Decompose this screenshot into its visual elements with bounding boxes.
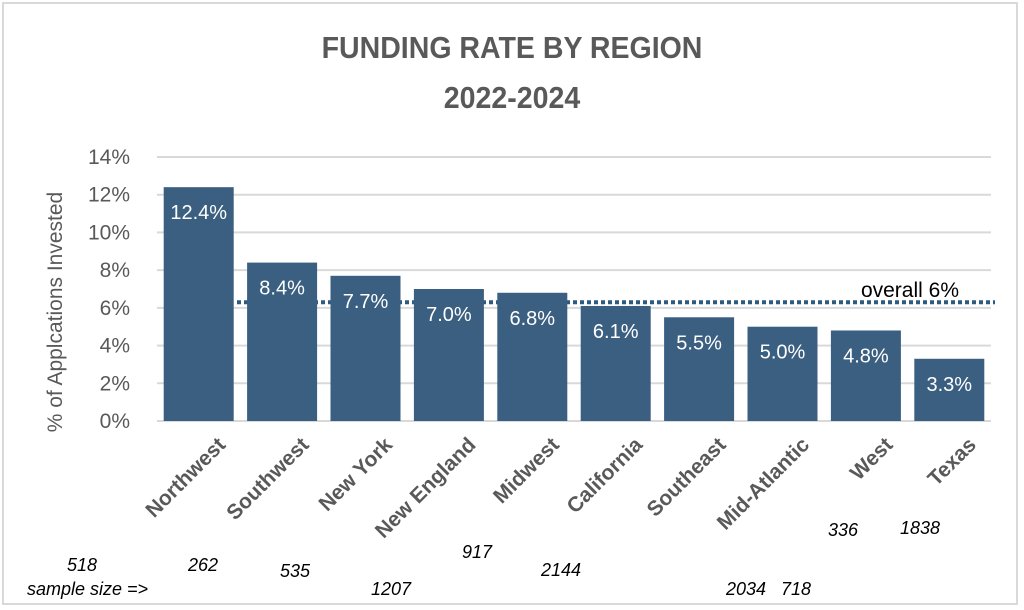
- bar-data-label: 7.0%: [426, 304, 472, 326]
- bars: [163, 187, 985, 421]
- y-tick-label: 8%: [100, 259, 130, 282]
- bar-data-label: 12.4%: [170, 202, 227, 224]
- y-tick-label: 6%: [100, 297, 130, 320]
- y-tick-label: 4%: [100, 335, 130, 358]
- bar-california: [580, 305, 651, 421]
- chart-title: FUNDING RATE BY REGION: [321, 30, 703, 65]
- sample-size: 1207: [371, 579, 412, 599]
- bar-data-label: 8.4%: [259, 278, 305, 300]
- y-tick-label: 10%: [88, 221, 130, 244]
- overall-reference-label: overall 6%: [861, 279, 959, 302]
- y-tick-label: 2%: [100, 372, 130, 395]
- sample-size: 535: [280, 561, 311, 581]
- bar-mid-atlantic: [747, 326, 818, 421]
- bar-data-label: 6.8%: [510, 308, 556, 330]
- y-tick-label: 0%: [100, 410, 130, 433]
- category-label: Northwest: [141, 433, 230, 522]
- sample-size: 917: [462, 542, 493, 562]
- sample-sizes: 518 262 535 1207 917 2144 2034 718 336 1838: [67, 518, 940, 599]
- bar-southwest: [247, 262, 318, 421]
- y-tick-labels: 0% 2% 4% 6% 8% 10% 12% 14%: [88, 146, 130, 433]
- y-axis-title: % of Applcations Invested: [44, 192, 67, 433]
- bar-data-label: 3.3%: [927, 374, 973, 396]
- category-label: West: [846, 433, 897, 484]
- bar-new-england: [413, 289, 484, 421]
- sample-size: 2144: [540, 560, 581, 580]
- sample-size: 336: [828, 520, 859, 540]
- y-tick-label: 12%: [88, 184, 130, 207]
- category-label: California: [562, 433, 647, 518]
- sample-size: 1838: [900, 518, 940, 538]
- chart-subtitle: 2022-2024: [443, 80, 581, 115]
- bar-new-york: [330, 275, 401, 421]
- bar-data-label: 6.1%: [593, 321, 639, 343]
- sample-size-label: sample size =>: [27, 579, 148, 599]
- sample-size: 262: [187, 555, 218, 575]
- bar-data-label: 5.5%: [676, 332, 722, 354]
- category-label: Southwest: [222, 433, 313, 524]
- bar-texas: [914, 358, 985, 421]
- bar-data-label: 7.7%: [343, 291, 389, 313]
- category-label: New York: [314, 433, 397, 516]
- bar-data-label: 4.8%: [843, 345, 889, 367]
- sample-size: 718: [781, 579, 811, 599]
- category-label: Texas: [924, 433, 981, 490]
- sample-size: 2034: [725, 579, 766, 599]
- y-tick-label: 14%: [88, 146, 130, 169]
- bar-northwest: [163, 187, 234, 421]
- category-label: Southeast: [643, 433, 731, 521]
- bar-west: [830, 330, 901, 421]
- bar-midwest: [497, 292, 568, 421]
- bar-southeast: [664, 317, 735, 421]
- category-label: Midwest: [489, 433, 564, 508]
- bar-data-labels: 12.4% 8.4% 7.7% 7.0% 6.8% 6.1% 5.5% 5.0% 4.8% 3.3…: [170, 202, 972, 396]
- bar-data-label: 5.0%: [760, 342, 806, 364]
- sample-size: 518: [67, 555, 97, 575]
